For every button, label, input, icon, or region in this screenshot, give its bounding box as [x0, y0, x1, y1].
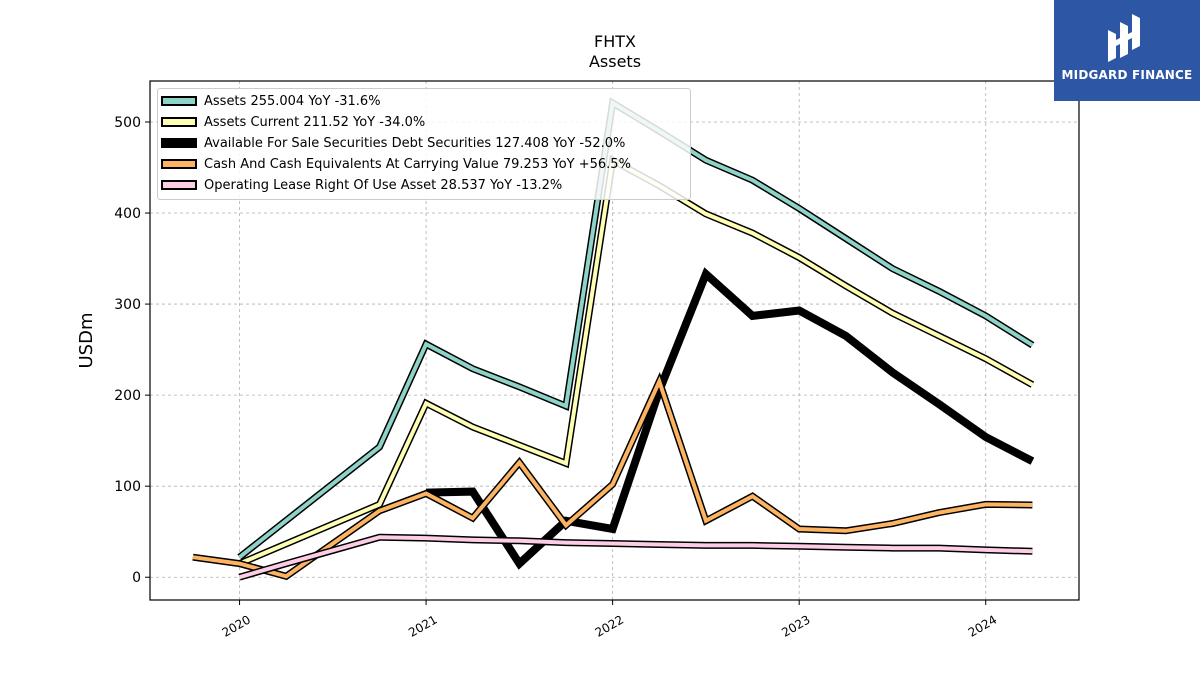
legend-label-cash: Cash And Cash Equivalents At Carrying Va… — [204, 156, 631, 172]
brand-logo: MIDGARD FINANCE — [1054, 0, 1200, 101]
y-tick-label: 400 — [114, 206, 141, 222]
x-tick-label: 2024 — [966, 612, 999, 639]
series-line-outline — [238, 154, 1035, 567]
series-line — [238, 157, 1034, 566]
y-tick-label: 0 — [132, 570, 141, 586]
chart-title: FHTX — [594, 32, 636, 51]
y-tick-label: 500 — [114, 115, 141, 131]
legend-label-operating-lease: Operating Lease Right Of Use Asset 28.53… — [204, 177, 563, 193]
legend-swatch-cash — [161, 159, 197, 169]
x-tick-label: 2021 — [406, 612, 439, 639]
series-line — [238, 535, 1033, 580]
y-tick-label: 200 — [114, 388, 141, 404]
legend-item-cash: Cash And Cash Equivalents At Carrying Va… — [158, 154, 631, 174]
logo-mark-icon — [1108, 14, 1140, 62]
plot-frame — [149, 80, 1080, 601]
y-tick-label: 100 — [114, 479, 141, 495]
legend-label-assets-current: Assets Current 211.52 YoY -34.0% — [204, 114, 426, 130]
y-axis-label: USDm — [76, 313, 97, 369]
legend-item-assets: Assets 255.004 YoY -31.6% — [158, 91, 381, 111]
logo-text: MIDGARD FINANCE — [1061, 68, 1193, 82]
chart-subtitle: Assets — [588, 52, 642, 71]
legend-swatch-assets — [161, 96, 197, 106]
chart-legend: Assets 255.004 YoY -31.6% Assets Current… — [157, 88, 691, 200]
legend-item-afs-securities: Available For Sale Securities Debt Secur… — [158, 133, 625, 153]
series-line — [426, 267, 1035, 570]
legend-label-assets: Assets 255.004 YoY -31.6% — [204, 93, 381, 109]
legend-item-operating-lease: Operating Lease Right Of Use Asset 28.53… — [158, 175, 562, 195]
legend-swatch-operating-lease — [161, 180, 197, 190]
legend-swatch-afs-securities — [161, 138, 197, 148]
legend-item-assets-current: Assets Current 211.52 YoY -34.0% — [158, 112, 425, 132]
x-tick-label: 2020 — [220, 612, 253, 639]
x-tick-label: 2023 — [779, 612, 812, 639]
x-tick-label: 2022 — [593, 612, 626, 639]
series-line — [192, 376, 1033, 579]
legend-swatch-assets-current — [161, 117, 197, 127]
y-tick-label: 300 — [114, 297, 141, 313]
legend-label-afs-securities: Available For Sale Securities Debt Secur… — [204, 135, 626, 151]
